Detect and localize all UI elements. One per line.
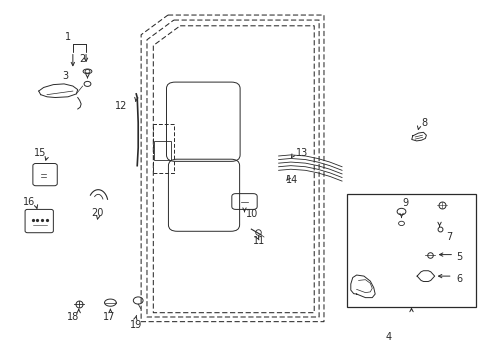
- Text: 13: 13: [295, 148, 307, 158]
- Text: 7: 7: [445, 232, 451, 242]
- Text: 1: 1: [65, 32, 71, 41]
- Text: 11: 11: [252, 236, 264, 246]
- Text: 4: 4: [385, 332, 390, 342]
- Text: 17: 17: [102, 312, 115, 322]
- Bar: [154, 140, 171, 160]
- Text: 5: 5: [455, 252, 461, 262]
- Text: 15: 15: [34, 148, 46, 158]
- Text: 14: 14: [285, 175, 298, 185]
- Text: 3: 3: [62, 71, 68, 81]
- Bar: [346, 194, 475, 307]
- Text: 20: 20: [91, 208, 103, 218]
- Text: 9: 9: [402, 198, 407, 208]
- Text: 16: 16: [23, 197, 35, 207]
- Text: 12: 12: [115, 102, 127, 112]
- Text: 18: 18: [66, 312, 79, 322]
- Text: 6: 6: [455, 274, 461, 284]
- Text: 10: 10: [245, 209, 258, 219]
- Text: 2: 2: [80, 54, 85, 64]
- Text: 8: 8: [421, 118, 427, 128]
- Text: 19: 19: [130, 320, 142, 330]
